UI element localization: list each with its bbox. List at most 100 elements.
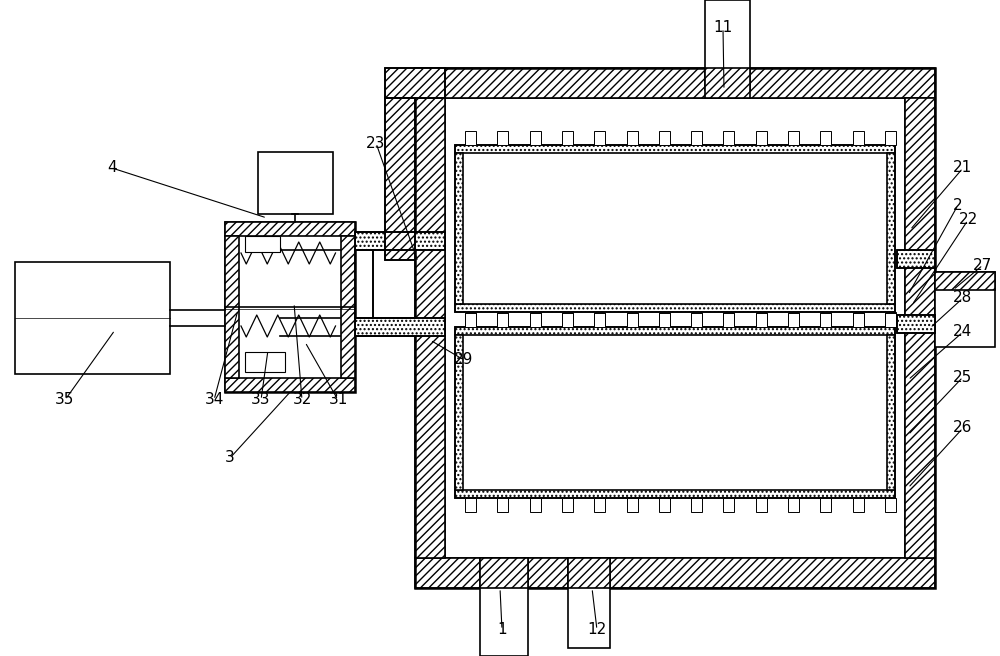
Bar xyxy=(885,498,896,512)
Bar xyxy=(723,312,734,326)
Bar xyxy=(225,222,355,236)
Bar xyxy=(594,313,605,327)
Bar xyxy=(705,0,750,90)
Bar xyxy=(480,558,528,656)
Bar xyxy=(455,304,895,312)
Bar xyxy=(465,498,476,512)
Bar xyxy=(415,558,935,588)
Text: 21: 21 xyxy=(953,161,973,176)
Bar xyxy=(245,352,285,372)
Bar xyxy=(627,498,638,512)
Bar xyxy=(455,335,463,490)
Bar xyxy=(465,312,476,326)
Bar xyxy=(820,313,831,327)
Text: 12: 12 xyxy=(587,623,607,638)
Bar xyxy=(659,131,670,145)
Text: 22: 22 xyxy=(958,213,978,228)
Bar xyxy=(627,313,638,327)
Bar xyxy=(562,131,573,145)
Text: 26: 26 xyxy=(953,420,973,436)
Bar xyxy=(788,131,799,145)
Bar xyxy=(756,131,767,145)
Bar xyxy=(853,498,864,512)
Text: 33: 33 xyxy=(251,392,271,407)
Bar xyxy=(568,558,610,588)
Bar xyxy=(897,250,935,268)
Bar xyxy=(659,498,670,512)
Bar xyxy=(445,98,905,558)
Bar xyxy=(455,327,895,335)
Bar xyxy=(225,222,355,392)
Bar xyxy=(705,68,750,98)
Bar xyxy=(723,313,734,327)
Text: 31: 31 xyxy=(328,392,348,407)
Bar xyxy=(853,131,864,145)
Bar xyxy=(691,312,702,326)
Bar xyxy=(897,250,935,268)
Bar xyxy=(480,558,528,588)
Bar xyxy=(659,312,670,326)
Bar xyxy=(820,312,831,326)
Bar xyxy=(497,498,508,512)
Bar xyxy=(530,498,541,512)
Bar xyxy=(627,312,638,326)
Bar xyxy=(756,313,767,327)
Bar xyxy=(897,315,935,333)
Bar xyxy=(820,498,831,512)
Text: 35: 35 xyxy=(55,392,75,407)
Bar xyxy=(245,236,280,252)
Bar xyxy=(455,153,463,304)
Bar xyxy=(385,68,445,98)
Bar xyxy=(385,68,445,98)
Text: 11: 11 xyxy=(713,20,733,35)
Text: 25: 25 xyxy=(953,369,973,384)
Bar xyxy=(463,153,887,304)
Bar xyxy=(562,312,573,326)
Bar xyxy=(341,236,355,378)
Bar xyxy=(897,315,935,333)
Bar xyxy=(853,313,864,327)
Bar xyxy=(887,153,895,304)
Bar xyxy=(355,318,445,336)
Bar xyxy=(455,145,895,153)
Bar xyxy=(691,498,702,512)
Text: 24: 24 xyxy=(953,325,973,340)
Bar xyxy=(530,131,541,145)
Bar xyxy=(463,335,887,490)
Bar xyxy=(415,68,935,98)
Bar xyxy=(691,131,702,145)
Bar xyxy=(258,152,333,214)
Bar xyxy=(530,312,541,326)
Bar xyxy=(788,312,799,326)
Bar xyxy=(562,498,573,512)
Bar xyxy=(788,313,799,327)
Bar xyxy=(887,335,895,490)
Bar xyxy=(820,131,831,145)
Bar xyxy=(885,131,896,145)
Text: 27: 27 xyxy=(973,258,993,272)
Bar xyxy=(465,131,476,145)
Bar xyxy=(935,272,995,347)
Text: 2: 2 xyxy=(953,197,963,213)
Bar xyxy=(455,490,895,498)
Bar xyxy=(415,98,445,558)
Bar xyxy=(465,313,476,327)
Bar xyxy=(415,68,935,588)
Bar xyxy=(853,312,864,326)
Text: 1: 1 xyxy=(497,623,507,638)
Bar xyxy=(885,313,896,327)
Bar xyxy=(385,98,415,260)
Bar xyxy=(594,498,605,512)
Bar xyxy=(497,313,508,327)
Bar xyxy=(594,131,605,145)
Bar xyxy=(497,312,508,326)
Bar xyxy=(530,313,541,327)
Text: 32: 32 xyxy=(292,392,312,407)
Bar xyxy=(455,145,895,312)
Bar xyxy=(885,312,896,326)
Bar xyxy=(788,498,799,512)
Text: 4: 4 xyxy=(107,161,117,176)
Bar xyxy=(627,131,638,145)
Bar xyxy=(225,378,355,392)
Text: 28: 28 xyxy=(953,291,973,306)
